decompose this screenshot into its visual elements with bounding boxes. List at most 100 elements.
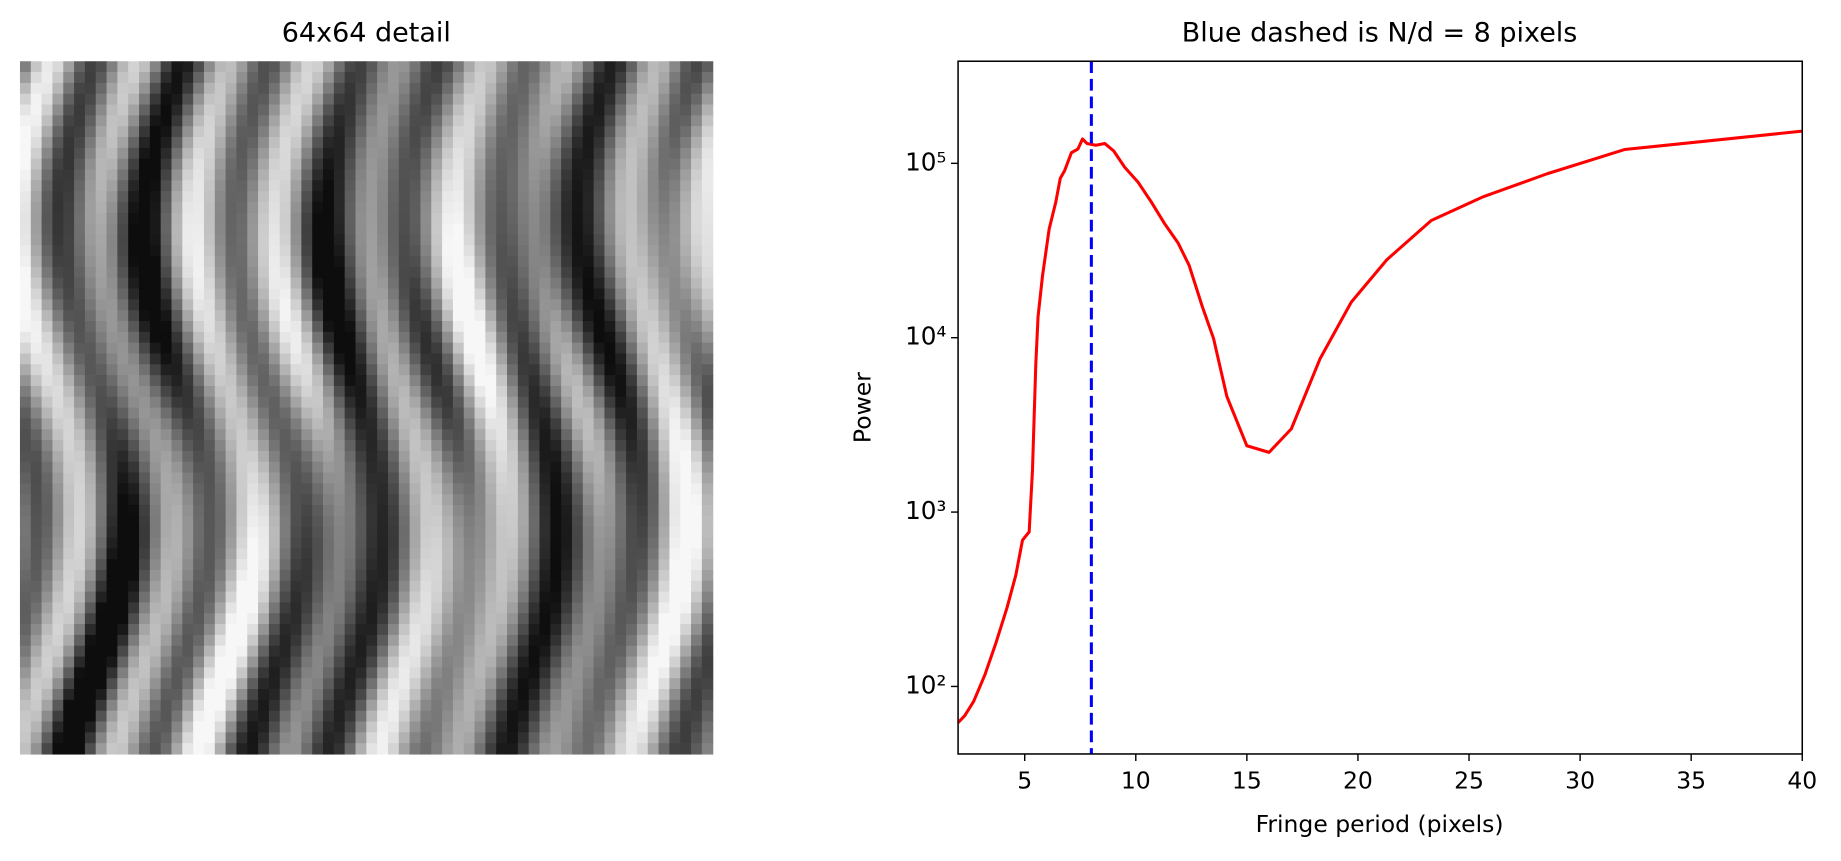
pixel <box>442 440 454 452</box>
pixel <box>701 137 714 149</box>
pixel <box>582 407 595 420</box>
pixel <box>128 93 140 106</box>
pixel <box>106 569 118 582</box>
pixel <box>214 721 227 733</box>
pixel <box>247 321 259 333</box>
pixel <box>41 407 54 420</box>
pixel <box>193 418 205 430</box>
pixel <box>344 126 357 138</box>
pixel <box>366 223 378 236</box>
pixel <box>258 234 270 246</box>
pixel <box>139 440 151 452</box>
pixel <box>463 342 476 355</box>
pixel <box>582 385 595 398</box>
pixel <box>485 191 497 203</box>
pixel <box>485 494 497 506</box>
pixel <box>452 234 465 246</box>
pixel <box>258 710 270 723</box>
pixel <box>387 385 400 398</box>
pixel <box>355 656 367 668</box>
pixel <box>658 580 670 593</box>
pixel <box>84 115 97 127</box>
pixel <box>95 656 108 668</box>
pixel <box>431 440 443 452</box>
pixel <box>680 461 692 474</box>
pixel <box>409 699 422 712</box>
axes-frame <box>957 60 1804 755</box>
pixel <box>74 515 86 528</box>
pixel <box>41 537 54 549</box>
pixel <box>41 245 54 257</box>
pixel <box>398 624 411 636</box>
pixel <box>517 61 530 73</box>
pixel <box>474 678 486 690</box>
pixel <box>30 158 43 171</box>
pixel <box>214 234 227 246</box>
pixel <box>366 158 378 171</box>
pixel <box>214 288 227 300</box>
pixel <box>236 310 248 322</box>
pixel <box>160 180 173 192</box>
pixel <box>323 494 335 506</box>
pixel <box>214 548 227 560</box>
pixel <box>106 126 118 138</box>
pixel <box>279 667 292 679</box>
pixel <box>431 353 443 365</box>
pixel <box>171 169 183 181</box>
pixel <box>301 407 313 420</box>
pixel <box>160 115 173 127</box>
pixel <box>355 82 367 95</box>
pixel <box>63 624 75 636</box>
pixel <box>117 429 129 441</box>
pixel <box>463 364 476 376</box>
pixel <box>214 537 227 549</box>
pixel <box>626 396 638 409</box>
pixel <box>463 266 476 279</box>
pixel <box>680 656 692 668</box>
pixel <box>203 678 216 690</box>
pixel <box>387 440 400 452</box>
pixel <box>604 613 616 625</box>
pixel <box>344 667 357 679</box>
pixel <box>117 72 129 84</box>
pixel <box>41 115 54 127</box>
pixel <box>84 656 97 668</box>
pixel <box>268 515 281 528</box>
pixel <box>171 537 183 549</box>
pixel <box>301 147 313 160</box>
pixel <box>323 721 335 733</box>
pixel <box>680 689 692 701</box>
pixel <box>474 472 486 484</box>
pixel <box>95 548 108 560</box>
pixel <box>377 126 389 138</box>
pixel <box>74 137 86 149</box>
pixel <box>344 472 357 484</box>
pixel <box>74 126 86 138</box>
pixel <box>593 321 606 333</box>
pixel <box>258 450 270 463</box>
pixel <box>171 223 183 236</box>
pixel <box>279 310 292 322</box>
pixel <box>539 223 551 236</box>
pixel <box>84 505 97 517</box>
pixel <box>247 223 259 236</box>
pixel <box>344 82 357 95</box>
pixel <box>247 483 259 495</box>
pixel <box>160 602 173 614</box>
pixel <box>258 266 270 279</box>
pixel <box>84 515 97 528</box>
pixel <box>691 310 703 322</box>
pixel <box>268 548 281 560</box>
pixel <box>193 385 205 398</box>
pixel <box>290 537 302 549</box>
pixel <box>63 137 75 149</box>
pixel <box>485 331 497 344</box>
pixel <box>517 689 530 701</box>
pixel <box>117 667 129 679</box>
pixel <box>387 732 400 744</box>
pixel <box>626 483 638 495</box>
pixel <box>149 223 162 236</box>
pixel <box>517 342 530 355</box>
pixel <box>452 191 465 203</box>
pixel <box>539 450 551 463</box>
